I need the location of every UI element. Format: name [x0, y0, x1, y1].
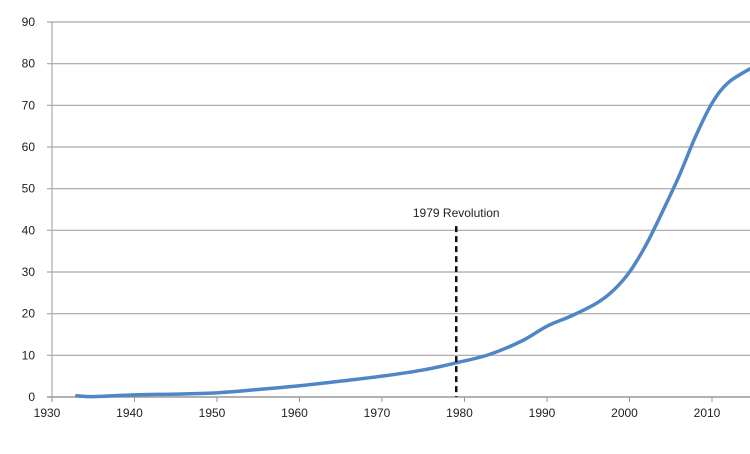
x-tick-labels: 1930 1940 1950 1960 1970 1980 1990 2000 2010 [34, 406, 721, 420]
x-tick-label: 1990 [529, 406, 556, 420]
y-tick-label: 20 [22, 307, 36, 321]
y-tick-label: 40 [22, 223, 36, 237]
x-tick-label: 1970 [364, 406, 391, 420]
axes [51, 22, 713, 402]
y-tick-label: 70 [22, 98, 36, 112]
x-tick-label: 1960 [281, 406, 308, 420]
y-tick-label: 50 [22, 182, 36, 196]
x-tick-label: 1980 [446, 406, 473, 420]
series-line [75, 66, 750, 399]
x-tick-label: 1950 [199, 406, 226, 420]
y-tick-label: 0 [28, 390, 35, 404]
y-tick-label: 60 [22, 140, 36, 154]
y-tick-label: 30 [22, 265, 36, 279]
x-tick-label: 2010 [694, 406, 721, 420]
y-tick-label: 90 [22, 15, 36, 29]
y-tick-labels: 0 10 20 30 40 50 60 70 80 90 [22, 15, 36, 404]
x-tick-label: 1930 [34, 406, 61, 420]
gridlines [47, 21, 750, 398]
annotation-label: 1979 Revolution [413, 206, 500, 220]
y-tick-label: 80 [22, 57, 36, 71]
x-tick-label: 1940 [116, 406, 143, 420]
annotation-group: 1979 Revolution [413, 206, 500, 397]
series-group [75, 66, 750, 399]
y-tick-label: 10 [22, 348, 36, 362]
x-tick-label: 2000 [611, 406, 638, 420]
